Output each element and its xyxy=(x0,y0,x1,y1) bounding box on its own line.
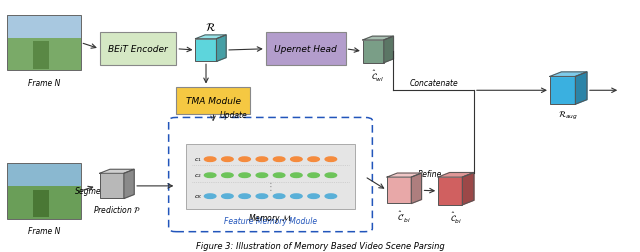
Circle shape xyxy=(325,194,337,199)
Circle shape xyxy=(256,194,268,199)
FancyBboxPatch shape xyxy=(186,145,355,209)
Circle shape xyxy=(221,173,233,178)
FancyBboxPatch shape xyxy=(7,39,81,71)
Text: Segmentor: Segmentor xyxy=(76,187,118,196)
Circle shape xyxy=(325,173,337,178)
Circle shape xyxy=(308,194,319,199)
FancyBboxPatch shape xyxy=(100,33,176,66)
Text: Prediction $\mathcal{P}$: Prediction $\mathcal{P}$ xyxy=(93,204,141,215)
Text: Frame N: Frame N xyxy=(28,78,60,87)
Circle shape xyxy=(325,157,337,162)
Polygon shape xyxy=(100,170,134,174)
Polygon shape xyxy=(124,170,134,199)
Polygon shape xyxy=(384,37,394,63)
FancyBboxPatch shape xyxy=(7,187,81,219)
Circle shape xyxy=(291,173,302,178)
Text: Update: Update xyxy=(220,111,247,120)
Polygon shape xyxy=(412,173,422,204)
Circle shape xyxy=(239,173,250,178)
Text: Concatenate: Concatenate xyxy=(410,78,458,87)
FancyBboxPatch shape xyxy=(195,40,216,62)
Polygon shape xyxy=(438,173,474,177)
Text: ⋮: ⋮ xyxy=(266,181,275,191)
Circle shape xyxy=(204,173,216,178)
Circle shape xyxy=(273,157,285,162)
FancyBboxPatch shape xyxy=(363,41,384,63)
Text: Frame N: Frame N xyxy=(28,226,60,235)
Polygon shape xyxy=(387,173,422,177)
Text: $\hat{\mathcal{C}}_{bi}$: $\hat{\mathcal{C}}_{bi}$ xyxy=(450,210,462,225)
Text: $c_2$: $c_2$ xyxy=(194,172,202,179)
Circle shape xyxy=(308,157,319,162)
Circle shape xyxy=(291,157,302,162)
Polygon shape xyxy=(463,173,474,205)
Text: Upernet Head: Upernet Head xyxy=(275,45,337,54)
Text: Refine: Refine xyxy=(418,169,442,178)
Circle shape xyxy=(204,194,216,199)
FancyBboxPatch shape xyxy=(100,174,124,199)
FancyBboxPatch shape xyxy=(438,177,463,205)
Text: Figure 3: Illustration of Memory Based Video Scene Parsing: Figure 3: Illustration of Memory Based V… xyxy=(196,241,444,250)
Polygon shape xyxy=(575,73,587,105)
Circle shape xyxy=(239,157,250,162)
FancyBboxPatch shape xyxy=(176,87,250,115)
Text: Feature Memory Module: Feature Memory Module xyxy=(224,216,317,225)
Circle shape xyxy=(204,157,216,162)
FancyBboxPatch shape xyxy=(7,164,81,187)
Polygon shape xyxy=(550,73,587,77)
Polygon shape xyxy=(195,36,226,40)
Circle shape xyxy=(256,173,268,178)
FancyBboxPatch shape xyxy=(33,190,49,217)
Text: $\hat{\mathcal{C}}'_{bi}$: $\hat{\mathcal{C}}'_{bi}$ xyxy=(397,209,412,224)
Circle shape xyxy=(221,157,233,162)
FancyBboxPatch shape xyxy=(387,177,412,204)
Text: TMA Module: TMA Module xyxy=(186,97,241,105)
Circle shape xyxy=(273,194,285,199)
Circle shape xyxy=(256,157,268,162)
Text: Memory $\mathcal{M}$: Memory $\mathcal{M}$ xyxy=(248,211,292,224)
Text: $\mathcal{R}$: $\mathcal{R}$ xyxy=(205,21,216,33)
Circle shape xyxy=(221,194,233,199)
FancyBboxPatch shape xyxy=(266,33,346,66)
Circle shape xyxy=(273,173,285,178)
Text: $\mathcal{R}_{aug}$: $\mathcal{R}_{aug}$ xyxy=(558,110,579,122)
Text: $c_1$: $c_1$ xyxy=(194,156,202,164)
FancyBboxPatch shape xyxy=(33,42,49,69)
Circle shape xyxy=(239,194,250,199)
FancyBboxPatch shape xyxy=(550,77,575,105)
Circle shape xyxy=(291,194,302,199)
Circle shape xyxy=(308,173,319,178)
Text: BEiT Encoder: BEiT Encoder xyxy=(108,45,168,54)
Polygon shape xyxy=(363,37,394,41)
Text: $c_K$: $c_K$ xyxy=(194,193,203,200)
Text: $\hat{\mathcal{C}}_{wl}$: $\hat{\mathcal{C}}_{wl}$ xyxy=(371,68,385,83)
Polygon shape xyxy=(216,36,226,62)
FancyBboxPatch shape xyxy=(7,16,81,39)
